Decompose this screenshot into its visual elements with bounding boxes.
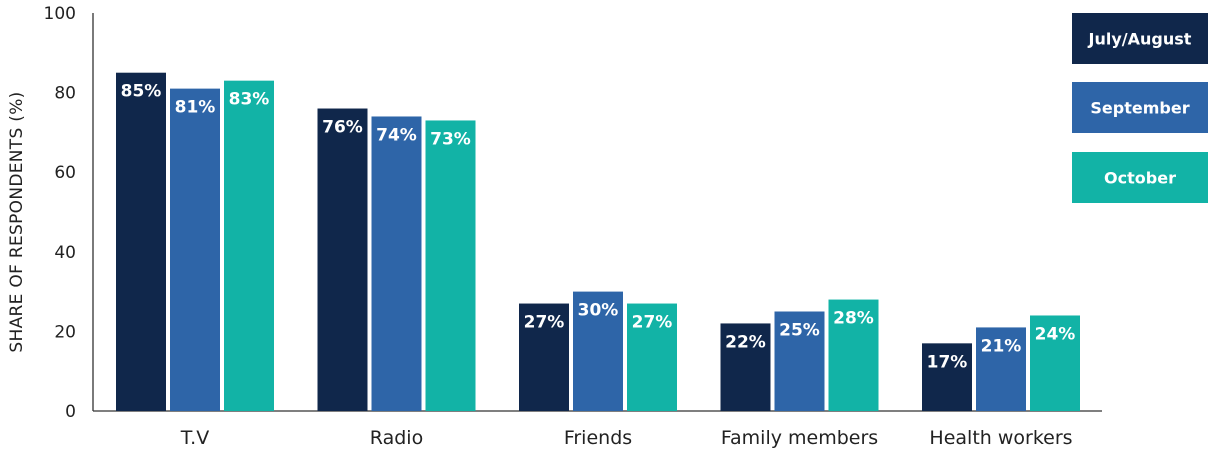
bar-value-label: 85% [121,82,162,102]
legend-label: September [1090,99,1189,118]
x-category-label: Health workers [929,427,1072,449]
y-axis-ticks: 0 20 40 60 80 100 [44,4,76,422]
x-axis-labels: T.V Radio Friends Family members Health work… [180,427,1073,449]
bar-october-t-v [224,81,274,411]
y-tick-label: 80 [54,84,76,104]
bars: 85% 81% 83% 76% 74% 73% 27% 30% 27% 22% 25% 28% 17% 2… [116,73,1080,411]
x-category-label: T.V [180,427,209,449]
bar-value-label: 74% [376,125,417,145]
legend-label: October [1104,169,1176,188]
bar-october-radio [426,120,476,411]
bar-value-label: 83% [229,90,270,110]
bar-value-label: 76% [322,118,363,138]
bar-july-august-radio [318,109,368,411]
y-axis-title-group: SHARE OF RESPONDENTS (%) [7,91,27,352]
bar-value-label: 73% [430,129,471,149]
bar-value-label: 17% [927,352,968,372]
bar-value-label: 27% [524,313,565,333]
y-tick-label: 0 [65,402,76,422]
y-tick-label: 20 [54,322,76,342]
y-axis-title: SHARE OF RESPONDENTS (%) [7,91,27,352]
bar-september-t-v [170,89,220,411]
bar-value-label: 24% [1035,324,1076,344]
y-tick-label: 60 [54,163,76,183]
legend-item: September [1072,82,1208,133]
bar-value-label: 30% [578,301,619,321]
bar-value-label: 25% [779,321,820,341]
bar-value-label: 21% [981,336,1022,356]
legend-item: July/August [1072,13,1208,64]
legend-item: October [1072,152,1208,203]
y-tick-label: 40 [54,243,76,263]
legend-label: July/August [1088,30,1192,49]
bar-july-august-t-v [116,73,166,411]
bar-value-label: 27% [632,313,673,333]
legend: July/August September October [1072,13,1208,203]
bar-value-label: 81% [175,98,216,118]
bar-value-label: 22% [725,332,766,352]
y-tick-label: 100 [44,4,76,24]
bar-september-radio [372,116,422,411]
x-category-label: Radio [370,427,423,449]
bar-value-label: 28% [833,309,874,329]
x-category-label: Family members [721,427,878,449]
x-category-label: Friends [564,427,632,449]
